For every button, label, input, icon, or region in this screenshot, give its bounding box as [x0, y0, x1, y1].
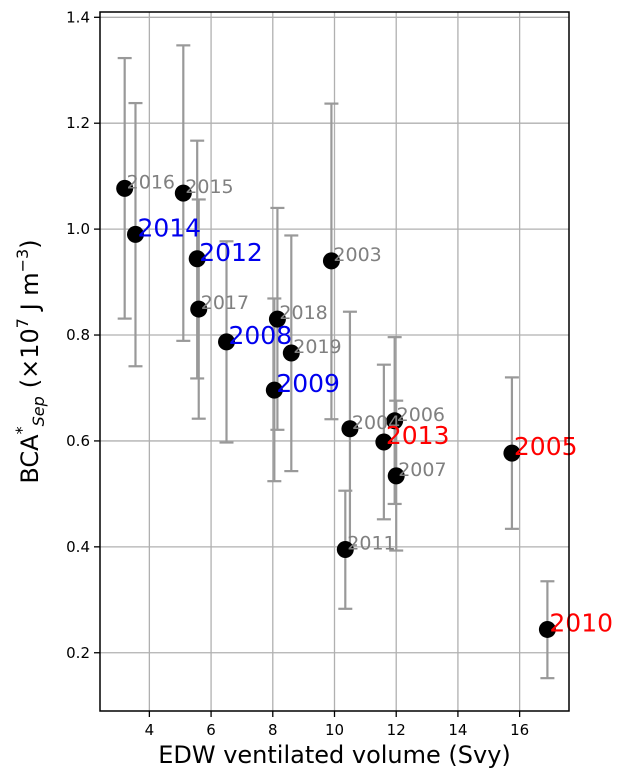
x-tick-label: 10: [325, 721, 344, 739]
data-point-marker: [336, 540, 354, 558]
x-axis-ticks: 4 6 8 10 12 14 16: [145, 711, 529, 739]
data-point-label: 2015: [185, 176, 233, 198]
data-point-marker: [503, 444, 521, 462]
data-point-marker: [538, 620, 556, 638]
y-title-units-exp2: −3: [13, 249, 32, 273]
data-point-label: 2005: [514, 432, 578, 461]
data-point-label: 2003: [333, 244, 381, 266]
y-tick-label: 1.2: [66, 114, 90, 132]
y-axis-ticks: 0.2 0.4 0.6 0.8 1.0 1.2 1.4: [66, 8, 100, 662]
data-point-label: 2013: [386, 421, 450, 450]
data-markers: [116, 179, 556, 638]
data-point-label: 2009: [276, 369, 340, 398]
data-point-marker: [116, 179, 134, 197]
data-point-marker: [341, 420, 359, 438]
y-tick-label: 0.4: [66, 538, 90, 556]
data-point-marker: [218, 333, 236, 351]
y-title-sub: Sep: [29, 396, 48, 426]
y-title-base: BCA: [16, 434, 44, 484]
data-point-marker: [190, 300, 208, 318]
data-point-marker: [387, 467, 405, 485]
y-tick-label: 0.2: [66, 644, 90, 662]
x-tick-label: 8: [268, 721, 278, 739]
data-point-label: 2008: [229, 321, 293, 350]
data-point-label: 2007: [398, 459, 446, 481]
x-axis-title: EDW ventilated volume (Svy): [158, 741, 511, 769]
data-point-marker: [265, 381, 283, 399]
data-point-marker: [126, 225, 144, 243]
data-point-marker: [188, 250, 206, 268]
data-point-marker: [174, 184, 192, 202]
data-point-label: 2004: [352, 412, 400, 434]
y-tick-label: 1.4: [66, 8, 90, 26]
data-point-label: 2011: [347, 532, 395, 554]
grid-lines: [100, 12, 569, 711]
y-title-units-exp: 7: [13, 318, 32, 328]
x-tick-label: 16: [510, 721, 529, 739]
error-bars: [117, 44, 555, 680]
data-point-marker: [268, 310, 286, 328]
data-point-marker: [282, 344, 300, 362]
y-axis-title: BCA*Sep (×107 J m−3): [12, 239, 48, 483]
x-tick-label: 14: [448, 721, 467, 739]
data-point-marker: [322, 252, 340, 270]
y-tick-label: 0.6: [66, 432, 90, 450]
data-point-label: 2018: [279, 302, 327, 324]
data-point-label: 2014: [137, 213, 201, 242]
data-point-marker: [386, 412, 404, 430]
data-point-label: 2010: [549, 608, 613, 637]
data-point-label: 2012: [199, 238, 263, 267]
data-point-label: 2019: [293, 336, 341, 358]
x-tick-label: 6: [206, 721, 216, 739]
x-tick-label: 4: [145, 721, 155, 739]
data-point-label: 2016: [127, 171, 175, 193]
y-tick-label: 1.0: [66, 220, 90, 238]
y-title-units-mid: J m: [16, 272, 44, 318]
y-tick-label: 0.8: [66, 326, 90, 344]
y-title-sup: *: [12, 426, 31, 434]
data-point-label: 2017: [201, 292, 249, 314]
data-point-label: 2006: [397, 404, 445, 426]
y-title-units-post: ): [16, 239, 44, 248]
x-tick-label: 12: [387, 721, 406, 739]
y-title-units-pre: (×10: [16, 328, 44, 388]
data-point-marker: [375, 433, 393, 451]
